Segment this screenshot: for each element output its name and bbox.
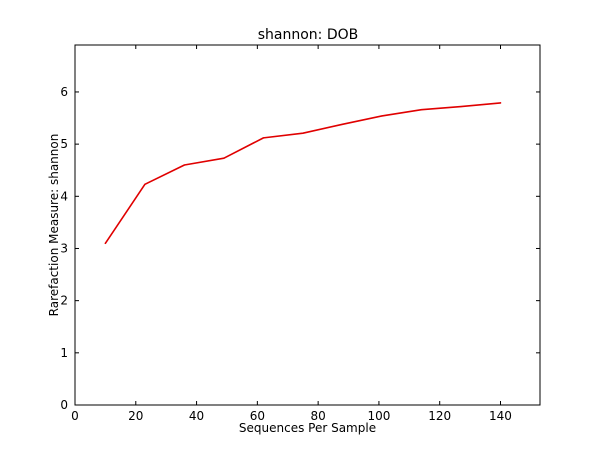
y-tick-label: 6 xyxy=(60,85,68,99)
x-tick-label: 60 xyxy=(250,409,265,423)
data-point xyxy=(341,123,344,125)
y-tick-label: 3 xyxy=(60,241,68,255)
y-tick-label: 4 xyxy=(60,189,68,203)
x-tick-label: 20 xyxy=(128,409,143,423)
x-tick-label: 0 xyxy=(71,409,79,423)
y-tick-label: 5 xyxy=(60,137,68,151)
data-point xyxy=(499,102,502,104)
chart-title: shannon: DOB xyxy=(258,27,359,43)
y-tick-label: 1 xyxy=(60,346,68,360)
series-layer xyxy=(104,102,502,245)
y-tick-label: 0 xyxy=(60,398,68,412)
data-point xyxy=(223,157,225,159)
series-line xyxy=(104,102,502,245)
data-point xyxy=(144,183,146,185)
x-tick-label: 120 xyxy=(428,409,451,423)
data-point xyxy=(183,164,186,166)
data-point xyxy=(262,137,265,139)
data-point xyxy=(420,109,423,111)
x-tick-label: 80 xyxy=(310,409,325,423)
plot-frame xyxy=(74,44,541,406)
data-point xyxy=(104,242,106,244)
x-axis: 0 20 40 60 80 100 120 140 xyxy=(71,45,512,423)
x-tick-label: 140 xyxy=(489,409,512,423)
data-point xyxy=(460,105,462,108)
y-axis: 0 1 2 3 4 5 6 xyxy=(60,85,540,412)
x-tick-label: 40 xyxy=(189,409,204,423)
x-tick-label: 100 xyxy=(367,409,390,423)
y-tick-label: 2 xyxy=(60,294,68,308)
data-point xyxy=(381,115,383,117)
x-axis-label: Sequences Per Sample xyxy=(239,421,376,435)
data-point xyxy=(302,132,304,134)
y-axis-label: Rarefaction Measure: shannon xyxy=(47,134,61,317)
